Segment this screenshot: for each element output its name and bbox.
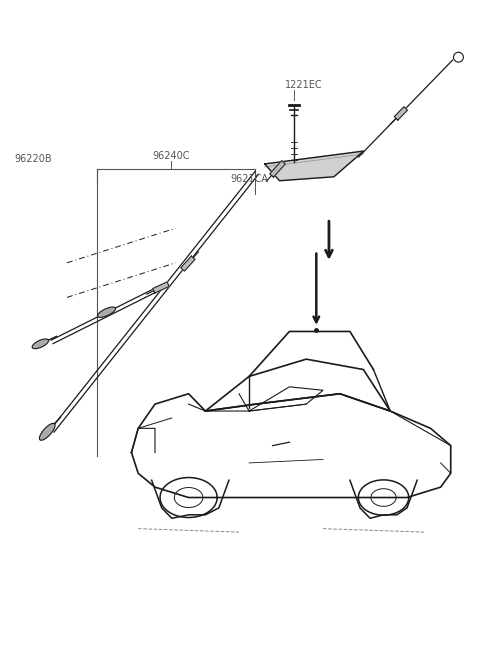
- Ellipse shape: [32, 339, 48, 349]
- Polygon shape: [394, 106, 408, 120]
- Text: 1221EC: 1221EC: [286, 79, 323, 90]
- Polygon shape: [153, 282, 169, 293]
- Polygon shape: [181, 256, 195, 271]
- Ellipse shape: [97, 307, 116, 317]
- Circle shape: [454, 53, 463, 62]
- Text: 96240C: 96240C: [152, 151, 190, 161]
- Polygon shape: [270, 160, 285, 177]
- Polygon shape: [264, 151, 363, 181]
- Ellipse shape: [39, 423, 55, 440]
- Text: 96220B: 96220B: [14, 154, 52, 164]
- Text: 9621CA: 9621CA: [230, 174, 268, 184]
